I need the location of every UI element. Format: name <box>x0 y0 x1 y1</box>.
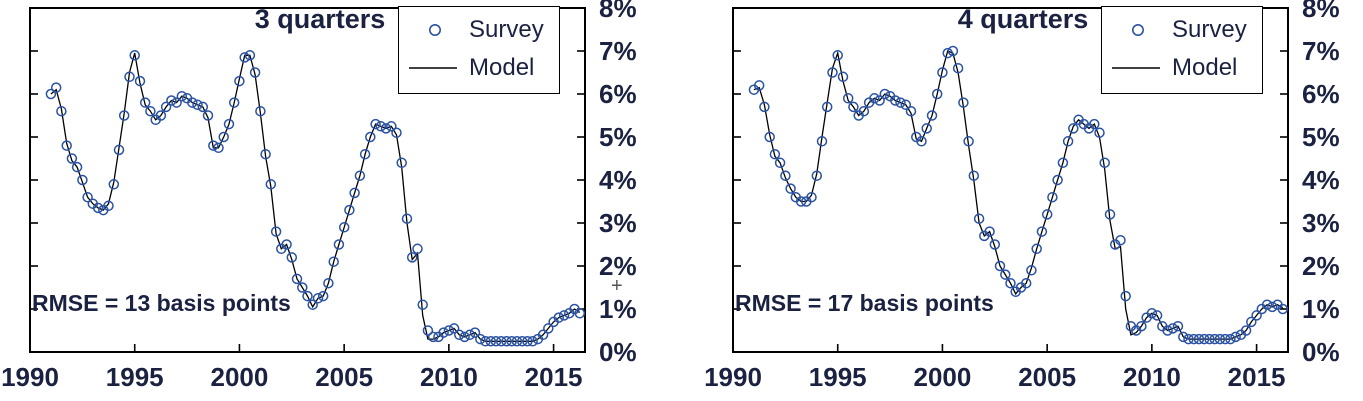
y-tick-label: 4% <box>599 165 637 195</box>
y-tick-label: 1% <box>599 294 637 324</box>
legend-box: Survey Model <box>1101 6 1263 94</box>
survey-circle-marker-icon <box>428 24 441 36</box>
survey-scatter-series <box>45 50 586 347</box>
x-tick-label: 1990 <box>1 362 59 392</box>
legend-box: Survey Model <box>398 6 560 94</box>
y-tick-label: 8% <box>1302 0 1340 23</box>
x-tick-label: 2015 <box>525 362 583 392</box>
y-tick-label: 7% <box>599 36 637 66</box>
y-tick-label: 0% <box>599 337 637 367</box>
y-tick-label: 2% <box>1302 251 1340 281</box>
legend-label-survey: Survey <box>1172 16 1247 43</box>
x-tick-label: 2005 <box>315 362 373 392</box>
legend-item-survey: Survey <box>409 12 559 48</box>
x-tick-label: 2010 <box>1123 362 1181 392</box>
y-tick-label: 5% <box>599 122 637 152</box>
chart-panel-4-quarters: 0% 1% 2% 3% 4% 5% 6% 7% 8% 1990 1995 2000 2005 2010 20… <box>703 0 1363 401</box>
y-tick-label: 6% <box>1302 79 1340 109</box>
x-tick-label: 2000 <box>211 362 269 392</box>
y-tick-label: 0% <box>1302 337 1340 367</box>
model-line-marker-icon <box>1112 67 1160 69</box>
model-line-marker-icon <box>409 67 457 69</box>
axes: 0% 1% 2% 3% 4% 5% 6% 7% 8% 1990 1995 2000 2005 2010 20… <box>1 0 637 392</box>
legend-label-model: Model <box>1172 54 1238 81</box>
chart-panel-3-quarters: 0% 1% 2% 3% 4% 5% 6% 7% 8% 1990 1995 2000 2005 2010 20… <box>0 0 660 401</box>
x-tick-label: 1990 <box>704 362 762 392</box>
y-tick-label: 1% <box>1302 294 1340 324</box>
legend-item-survey: Survey <box>1112 12 1262 48</box>
chart-canvas-4-quarters: 0% 1% 2% 3% 4% 5% 6% 7% 8% 1990 1995 2000 2005 2010 20… <box>704 0 1340 392</box>
model-line-series <box>50 52 581 342</box>
x-tick-label: 2015 <box>1228 362 1286 392</box>
y-tick-label: 3% <box>1302 208 1340 238</box>
legend-item-model: Model <box>409 50 559 86</box>
survey-scatter-series <box>748 45 1289 345</box>
y-tick-label: 7% <box>1302 36 1340 66</box>
y-tick-label: 3% <box>599 208 637 238</box>
x-tick-label: 1995 <box>809 362 867 392</box>
y-tick-label: 8% <box>599 0 637 23</box>
y-tick-label: 5% <box>1302 122 1340 152</box>
x-tick-label: 2000 <box>914 362 972 392</box>
y-tick-label: 2% <box>599 251 637 281</box>
survey-circle-marker-icon <box>1131 24 1144 36</box>
y-tick-label: 6% <box>599 79 637 109</box>
x-tick-label: 1995 <box>106 362 164 392</box>
axes: 0% 1% 2% 3% 4% 5% 6% 7% 8% 1990 1995 2000 2005 2010 20… <box>704 0 1340 392</box>
y-tick-label: 4% <box>1302 165 1340 195</box>
chart-canvas-3-quarters: 0% 1% 2% 3% 4% 5% 6% 7% 8% 1990 1995 2000 2005 2010 20… <box>1 0 637 392</box>
legend-label-survey: Survey <box>469 16 544 43</box>
x-tick-label: 2005 <box>1018 362 1076 392</box>
x-tick-label: 2010 <box>420 362 478 392</box>
legend-item-model: Model <box>1112 50 1262 86</box>
legend-label-model: Model <box>469 54 535 81</box>
